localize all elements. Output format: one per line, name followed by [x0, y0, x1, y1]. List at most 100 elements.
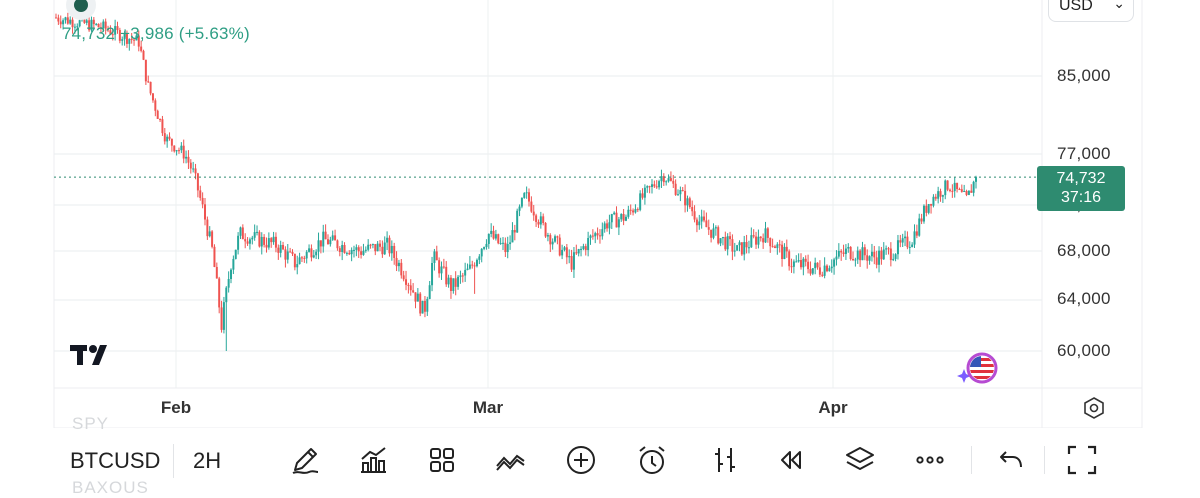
candle-body	[821, 274, 824, 276]
candle-body	[371, 244, 374, 246]
candle-body	[402, 275, 405, 280]
chart-settings-icon[interactable]	[1082, 396, 1106, 420]
candle-body	[714, 227, 717, 229]
candle-body	[620, 213, 623, 220]
candle-body	[653, 184, 656, 187]
candle-body	[707, 227, 710, 230]
symbol-list-item-ghost[interactable]: SPY	[72, 414, 110, 433]
candle-body	[483, 247, 486, 249]
candle-body	[532, 211, 535, 216]
candle-body	[192, 168, 195, 170]
symbol-selector[interactable]: BTCUSD	[70, 448, 161, 473]
candle-body	[677, 194, 680, 196]
candle-body	[464, 269, 467, 276]
candle-body	[826, 265, 829, 272]
candle-body	[944, 180, 947, 196]
candle-body	[601, 229, 604, 237]
candle-body	[771, 246, 774, 248]
alarm-clock-icon[interactable]	[634, 442, 670, 478]
rewind-icon[interactable]	[773, 442, 809, 478]
candle-body	[457, 276, 460, 287]
candle-body	[913, 231, 916, 245]
candle-body	[291, 251, 294, 254]
candle-body	[504, 242, 507, 253]
candle-body	[185, 156, 188, 159]
bar-replay-icon[interactable]	[707, 442, 743, 478]
candle-body	[686, 198, 689, 206]
price-chart[interactable]	[0, 0, 1200, 428]
candle-body	[922, 205, 925, 222]
candle-body	[575, 252, 578, 254]
candle-body	[814, 262, 817, 269]
layers-icon[interactable]	[842, 442, 878, 478]
layout-grid-icon[interactable]	[424, 442, 460, 478]
candle-body	[123, 32, 126, 40]
candle-body	[781, 244, 784, 260]
chart-area[interactable]: 74,732 +3,986 (+5.63%) USD ⌄ 85,000 77,0…	[0, 0, 1200, 428]
undo-icon[interactable]	[993, 442, 1029, 478]
candle-body	[298, 257, 301, 265]
candle-body	[355, 247, 358, 250]
candle-body	[383, 242, 386, 255]
candle-body	[95, 23, 98, 25]
indicators-icon[interactable]	[355, 442, 391, 478]
candle-body	[71, 19, 74, 28]
candle-body	[459, 275, 462, 277]
candle-body	[412, 290, 415, 293]
more-icon[interactable]	[912, 442, 948, 478]
fullscreen-icon[interactable]	[1064, 442, 1100, 478]
candle-body	[669, 178, 672, 181]
candle-body	[759, 236, 762, 239]
candle-body	[549, 235, 552, 245]
candle-body	[849, 246, 852, 260]
symbol-list-item-ghost[interactable]: BAXOUS	[72, 478, 149, 497]
candle-body	[260, 236, 263, 247]
candle-body	[613, 212, 616, 215]
candle-body	[700, 216, 703, 222]
candle-body	[78, 20, 81, 27]
candle-body	[144, 59, 147, 82]
candle-body	[218, 278, 221, 308]
candle-body	[114, 26, 117, 35]
candle-body	[251, 237, 254, 240]
candle-body	[151, 93, 154, 101]
candle-body	[679, 190, 682, 195]
candle-body	[360, 251, 363, 255]
candle-body	[350, 249, 353, 255]
candle-body	[967, 190, 970, 195]
candle-body	[899, 240, 902, 243]
candle-body	[667, 178, 670, 182]
compare-lines-icon[interactable]	[493, 442, 529, 478]
us-market-flag-icon[interactable]	[954, 352, 1002, 386]
candle-body	[206, 219, 209, 237]
candle-body	[672, 180, 675, 184]
candle-body	[99, 27, 102, 29]
candle-body	[494, 234, 497, 239]
candle-body	[326, 239, 329, 245]
interval-selector[interactable]: 2H	[193, 448, 222, 473]
candle-body	[492, 230, 495, 239]
add-icon[interactable]	[563, 442, 599, 478]
candle-body	[154, 100, 157, 111]
time-axis-label: Apr	[818, 398, 848, 417]
candle-body	[762, 238, 765, 243]
candle-body	[797, 260, 800, 262]
tradingview-logo-icon[interactable]	[70, 343, 116, 367]
candle-body	[896, 240, 899, 255]
candle-body	[147, 81, 150, 83]
drawing-pen-icon[interactable]	[287, 442, 323, 478]
candle-body	[85, 20, 88, 23]
candle-body	[499, 243, 502, 245]
candle-body	[501, 242, 504, 244]
legend-change: +3,986	[120, 24, 174, 43]
currency-select[interactable]: USD ⌄	[1048, 0, 1134, 22]
candle-body	[946, 180, 949, 190]
candle-body	[513, 230, 516, 233]
candle-body	[435, 251, 438, 261]
candle-body	[535, 215, 538, 222]
candle-body	[828, 268, 831, 272]
live-status-icon	[66, 0, 96, 20]
candle-body	[73, 26, 76, 28]
candle-body	[705, 220, 708, 228]
candle-body	[440, 266, 443, 274]
